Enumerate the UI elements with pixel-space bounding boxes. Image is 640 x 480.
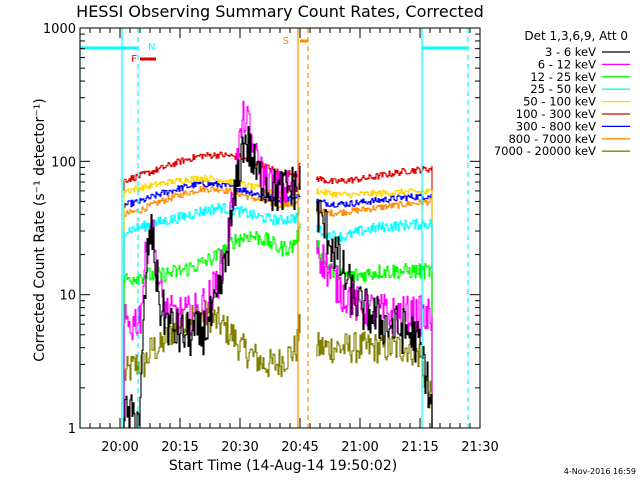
flag-label-night: N: [148, 42, 155, 53]
x-tick-label-6: 21:30: [461, 440, 498, 455]
y-tick-label-2: 100: [51, 155, 76, 170]
y-tick-label-0: 1: [68, 422, 76, 437]
legend-label-0: 3 - 6 keV: [545, 45, 596, 59]
legend-label-4: 50 - 100 keV: [523, 95, 596, 109]
legend-label-7: 800 - 7000 keV: [508, 132, 596, 146]
legend-label-5: 100 - 300 keV: [516, 107, 596, 121]
flag-label-flare: F: [131, 54, 137, 65]
series-line-0: [124, 126, 433, 429]
series-line-6: [124, 180, 433, 208]
x-tick-label-4: 21:00: [341, 440, 378, 455]
x-tick-label-1: 20:15: [161, 440, 198, 455]
flag-label-saa: S: [283, 36, 289, 47]
x-tick-label-3: 20:45: [281, 440, 318, 455]
chart-title: HESSI Observing Summary Count Rates, Cor…: [76, 2, 484, 21]
legend-header: Det 1,3,6,9, Att 0: [524, 29, 628, 43]
x-tick-label-0: 20:00: [101, 440, 138, 455]
series-line-4: [124, 174, 433, 199]
y-axis-label: Corrected Count Rate (s⁻¹ detector⁻¹): [32, 98, 48, 361]
x-tick-label-2: 20:30: [221, 440, 258, 455]
legend-label-3: 25 - 50 keV: [530, 82, 596, 96]
legend-label-8: 7000 - 20000 keV: [494, 144, 596, 158]
x-tick-label-5: 21:15: [401, 440, 438, 455]
y-tick-label-1: 10: [59, 289, 76, 304]
legend-label-6: 300 - 800 keV: [516, 119, 596, 133]
series-line-2: [124, 223, 433, 285]
footer-date: 4-Nov-2016 16:59: [564, 467, 636, 476]
legend-label-2: 12 - 25 keV: [530, 70, 596, 84]
legend-label-1: 6 - 12 keV: [538, 57, 596, 71]
series-line-7: [124, 185, 433, 217]
y-tick-label-3: 1000: [43, 22, 76, 37]
x-axis-label: Start Time (14-Aug-14 19:50:02): [169, 458, 397, 474]
plot-area: NF S 1 10 100 1000 20:00 20:15 20:30 20:45 21:00 21…: [43, 22, 499, 455]
